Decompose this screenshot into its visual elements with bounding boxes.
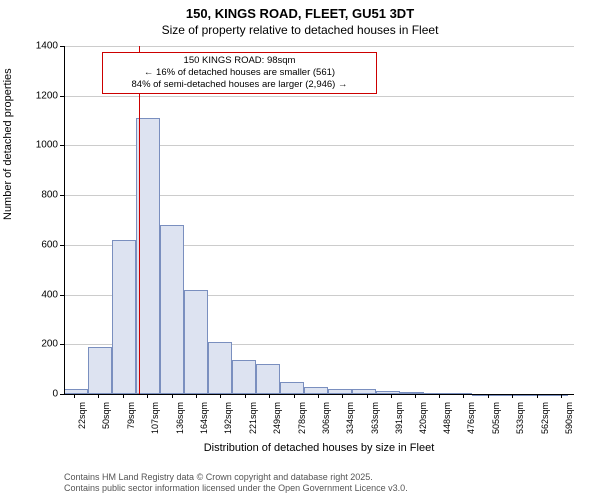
x-tick-label: 249sqm [272,402,282,442]
y-tick-label: 1200 [18,90,58,101]
x-tick-mark [561,394,562,398]
x-tick-label: 192sqm [223,402,233,442]
x-tick-label: 505sqm [491,402,501,442]
footer-line2: Contains public sector information licen… [64,483,408,494]
y-tick-label: 1400 [18,41,58,52]
y-tick-label: 400 [18,289,58,300]
footer-line1: Contains HM Land Registry data © Crown c… [64,472,408,483]
x-tick-mark [123,394,124,398]
x-tick-label: 22sqm [77,402,87,442]
annotation-line1: 150 KINGS ROAD: 98sqm [107,55,372,67]
y-axis-label: Number of detached properties [2,68,14,220]
plot-area [64,46,574,394]
histogram-bar [112,240,136,394]
x-tick-label: 306sqm [321,402,331,442]
x-tick-mark [415,394,416,398]
x-tick-label: 79sqm [126,402,136,442]
x-tick-mark [98,394,99,398]
x-axis-line [64,394,574,395]
y-tick-mark [60,344,64,345]
x-tick-mark [74,394,75,398]
y-tick-label: 1000 [18,140,58,151]
y-tick-label: 600 [18,239,58,250]
x-tick-mark [342,394,343,398]
x-tick-label: 50sqm [101,402,111,442]
annotation-line3: 84% of semi-detached houses are larger (… [107,79,372,91]
y-tick-mark [60,245,64,246]
x-tick-label: 221sqm [248,402,258,442]
x-axis-label: Distribution of detached houses by size … [64,442,574,454]
x-tick-mark [220,394,221,398]
x-tick-label: 391sqm [394,402,404,442]
x-tick-label: 164sqm [199,402,209,442]
x-tick-label: 562sqm [540,402,550,442]
x-tick-mark [147,394,148,398]
y-tick-mark [60,46,64,47]
histogram-bar [256,364,280,394]
x-tick-mark [318,394,319,398]
x-tick-mark [537,394,538,398]
chart-subtitle: Size of property relative to detached ho… [0,21,600,41]
annotation-box: 150 KINGS ROAD: 98sqm← 16% of detached h… [102,52,377,94]
histogram-bar [88,347,112,394]
y-tick-label: 800 [18,190,58,201]
x-tick-label: 533sqm [515,402,525,442]
x-tick-mark [367,394,368,398]
grid-line [64,96,574,97]
x-tick-label: 334sqm [345,402,355,442]
y-tick-label: 200 [18,339,58,350]
x-tick-label: 363sqm [370,402,380,442]
y-tick-label: 0 [18,389,58,400]
x-tick-label: 476sqm [466,402,476,442]
y-tick-mark [60,145,64,146]
histogram-bar [160,225,184,394]
chart-title: 150, KINGS ROAD, FLEET, GU51 3DT [0,0,600,21]
y-tick-mark [60,195,64,196]
y-axis-line [64,46,65,394]
x-tick-mark [294,394,295,398]
y-tick-mark [60,394,64,395]
histogram-bar [232,360,256,394]
x-tick-mark [172,394,173,398]
x-tick-mark [391,394,392,398]
x-tick-label: 420sqm [418,402,428,442]
histogram-bar [184,290,208,394]
x-tick-mark [269,394,270,398]
x-tick-mark [439,394,440,398]
x-tick-mark [245,394,246,398]
histogram-bar [280,382,304,394]
footer-text: Contains HM Land Registry data © Crown c… [64,472,408,494]
histogram-bar [304,387,328,394]
chart-container: 150, KINGS ROAD, FLEET, GU51 3DT Size of… [0,0,600,500]
x-tick-label: 107sqm [150,402,160,442]
x-tick-label: 278sqm [297,402,307,442]
property-marker-line [139,46,140,394]
annotation-line2: ← 16% of detached houses are smaller (56… [107,67,372,79]
x-tick-mark [488,394,489,398]
x-tick-label: 590sqm [564,402,574,442]
grid-line [64,46,574,47]
histogram-bar [208,342,232,394]
y-tick-mark [60,295,64,296]
x-tick-mark [512,394,513,398]
y-tick-mark [60,96,64,97]
x-tick-mark [196,394,197,398]
x-tick-mark [463,394,464,398]
x-tick-label: 448sqm [442,402,452,442]
x-tick-label: 136sqm [175,402,185,442]
